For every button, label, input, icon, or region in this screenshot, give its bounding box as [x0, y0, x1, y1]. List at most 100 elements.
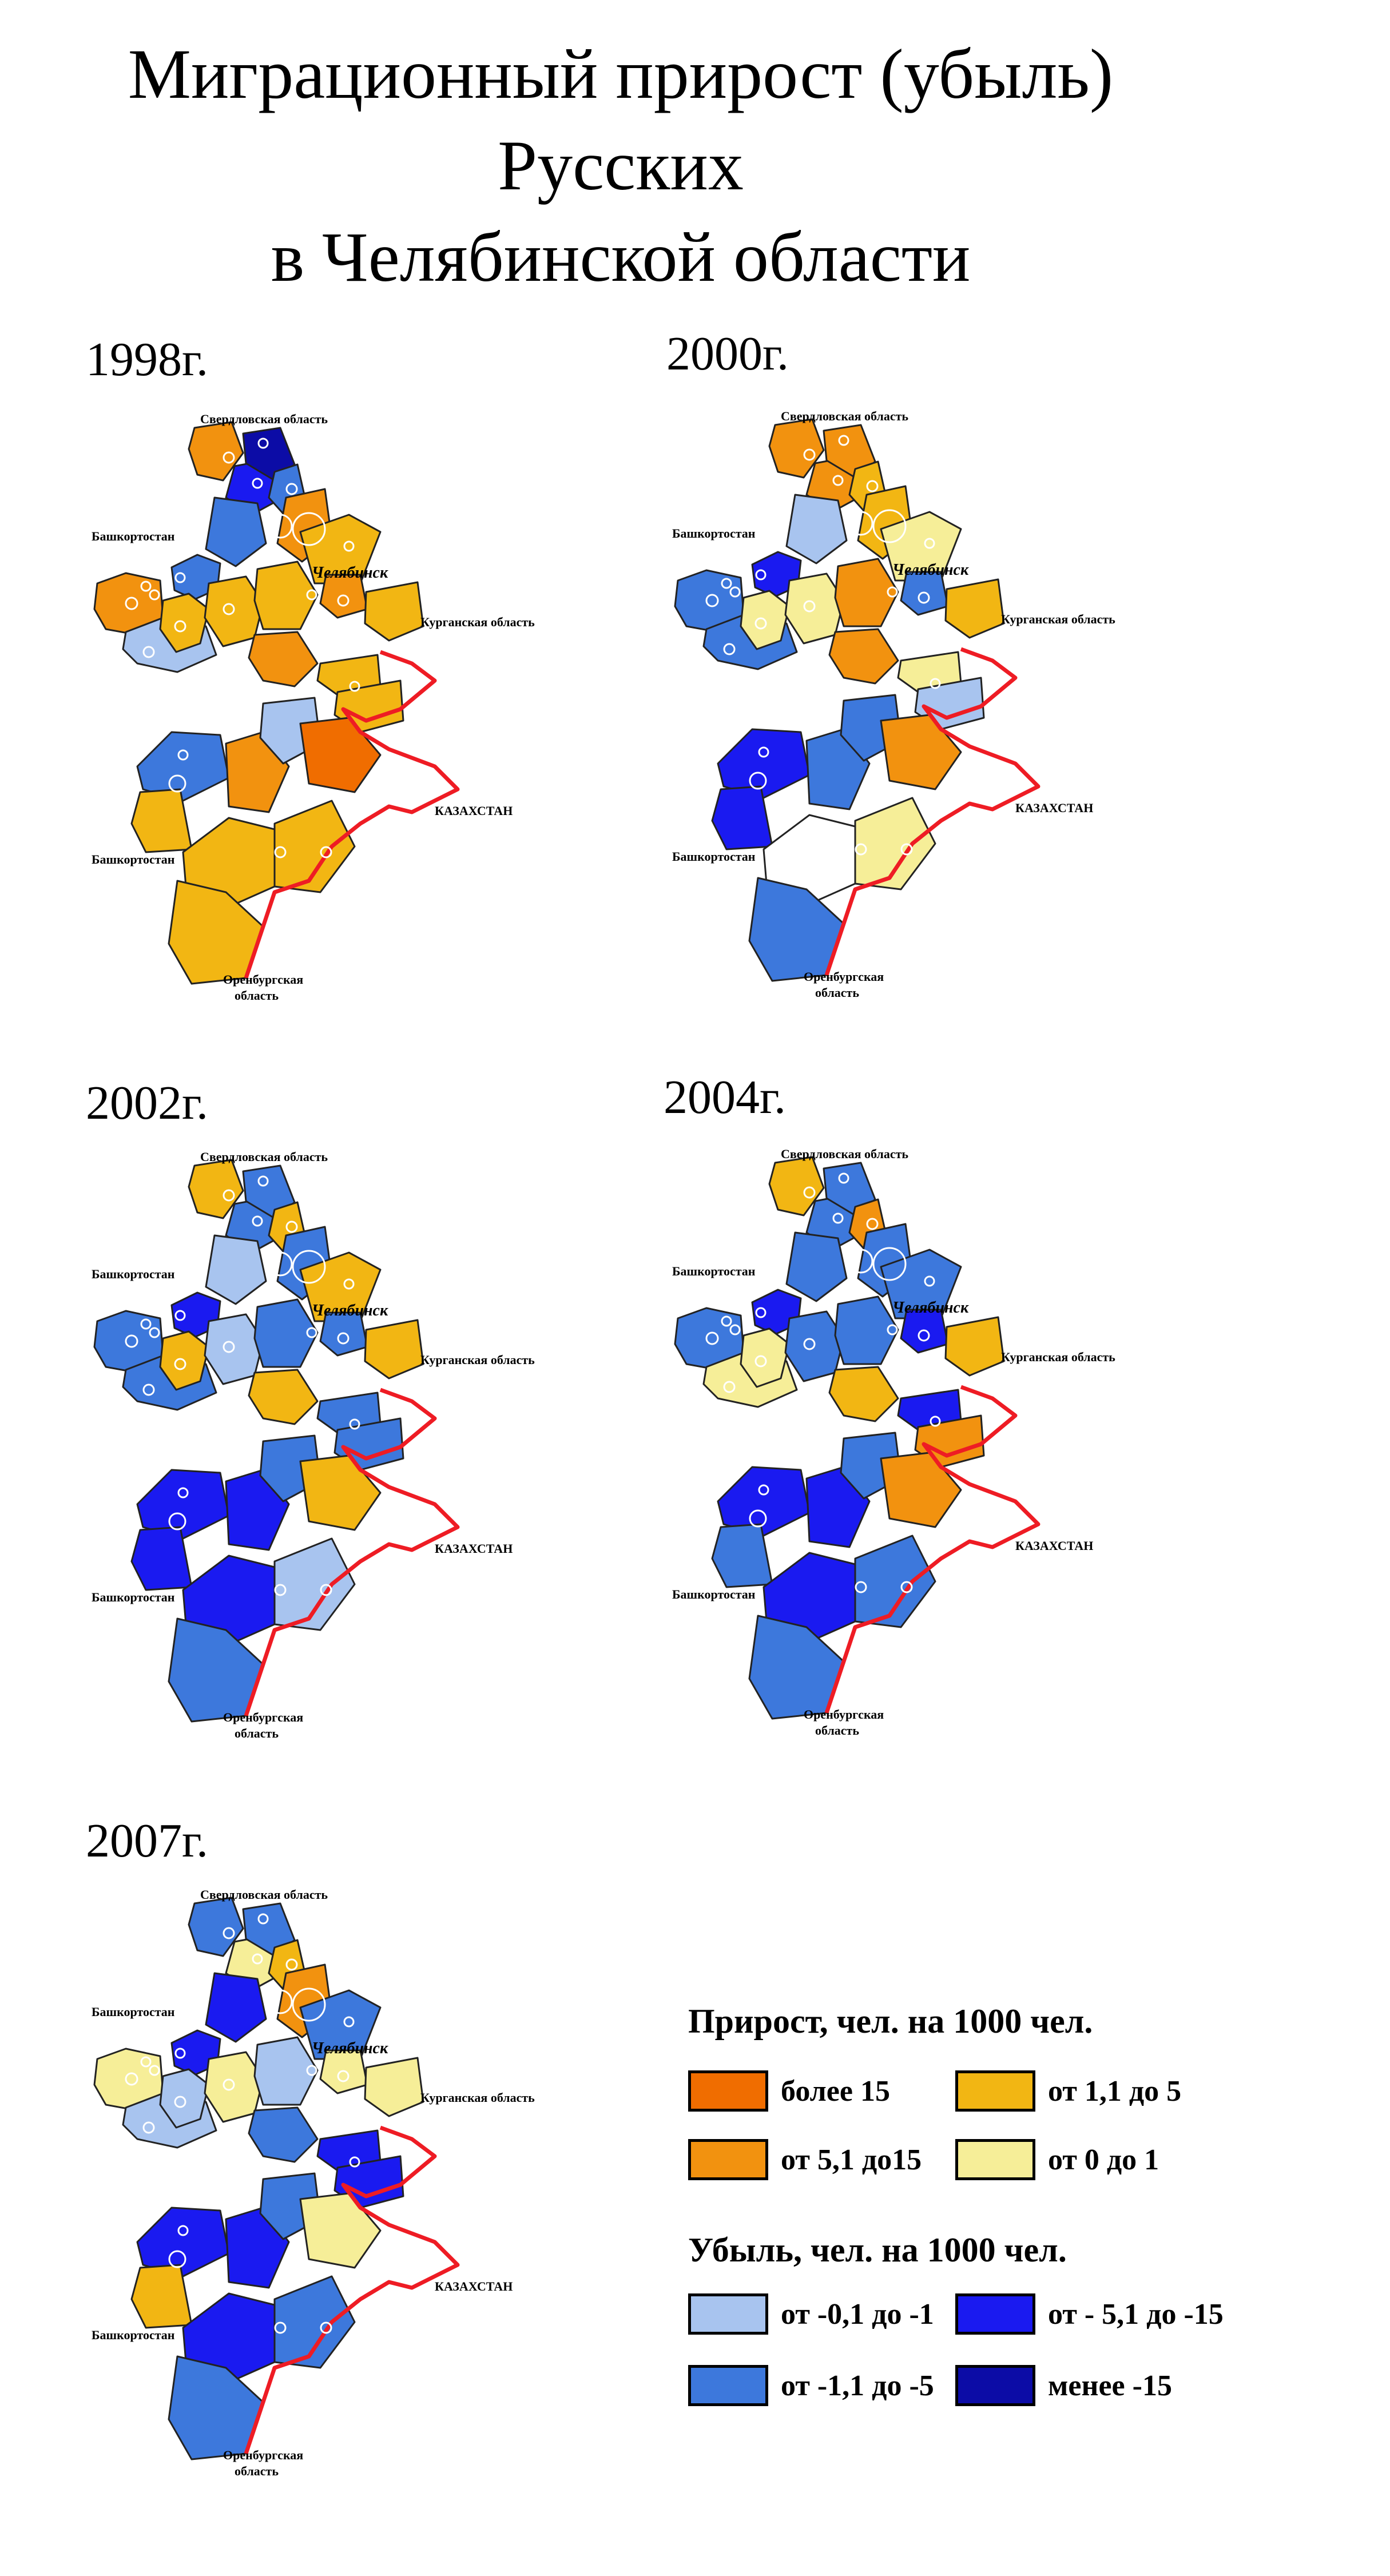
district-region — [834, 558, 899, 627]
district-region — [130, 788, 193, 853]
district-region — [248, 2106, 319, 2163]
settlement-marker — [755, 1307, 767, 1318]
settlement-marker — [343, 540, 355, 552]
settlement-marker — [125, 597, 138, 610]
district-region — [253, 1298, 319, 1368]
label-kazakhstan: КАЗАХСТАН — [435, 1541, 513, 1556]
district-region — [717, 1466, 811, 1537]
settlement-marker — [918, 591, 930, 604]
district-region — [248, 631, 319, 687]
district-region — [273, 2275, 356, 2369]
district-region — [944, 1316, 1005, 1377]
settlement-marker — [274, 2321, 287, 2334]
settlement-marker — [343, 2016, 355, 2028]
label-bashkortostan-north: Башкортостан — [672, 1264, 756, 1278]
district-region — [136, 2207, 230, 2277]
settlement-marker — [723, 1381, 736, 1393]
legend-swatch-g5_15 — [688, 2139, 768, 2180]
year-label-2002: 2002г. — [86, 1076, 208, 1130]
district-region — [299, 1251, 382, 1322]
district-region — [299, 1989, 382, 2060]
settlement-marker — [705, 1331, 719, 1345]
map-2002: Свердловская область Башкортостан Курганск… — [92, 1150, 595, 1744]
district-region — [273, 1537, 356, 1631]
settlement-marker — [900, 1581, 913, 1593]
settlement-marker — [177, 749, 189, 761]
settlement-marker — [177, 2225, 189, 2236]
label-chelyabinsk: Челябинск — [312, 1302, 388, 1319]
settlement-marker — [274, 1584, 287, 1596]
settlement-marker — [174, 572, 186, 583]
label-kurgan: Курганская область — [1001, 1350, 1115, 1364]
settlement-marker — [268, 514, 293, 539]
kazakhstan-border — [244, 650, 460, 979]
district-region — [785, 1231, 848, 1302]
legend-item-more15: более 15 — [688, 2070, 890, 2112]
settlement-marker — [142, 2121, 155, 2134]
settlement-marker — [268, 1989, 293, 2014]
choropleth-svg: Свердловская область Башкортостан Курганск… — [92, 1150, 535, 1740]
settlement-marker — [729, 1324, 741, 1335]
district-region — [834, 1295, 899, 1365]
settlement-marker — [252, 1953, 263, 1965]
map-2000: Свердловская область Башкортостан Курганск… — [672, 409, 1175, 1004]
district-region — [205, 1972, 267, 2043]
settlement-marker — [349, 681, 360, 692]
settlement-marker — [140, 1318, 152, 1330]
map-2004: Свердловская область Башкортостан Курганск… — [672, 1147, 1175, 1742]
settlement-marker — [848, 1249, 873, 1274]
district-region — [273, 800, 356, 893]
settlement-marker — [168, 1512, 186, 1531]
settlement-marker — [223, 2078, 235, 2091]
label-chelyabinsk: Челябинск — [892, 561, 969, 579]
settlement-marker — [142, 1384, 155, 1396]
label-sverdlovsk: Свердловская область — [781, 1147, 908, 1161]
settlement-marker — [174, 2048, 186, 2059]
legend-label-g0_1: от 0 до 1 — [1048, 2143, 1159, 2176]
settlement-marker — [855, 843, 867, 856]
label-bashkortostan-north: Башкортостан — [92, 529, 175, 543]
legend-label-less15: менее -15 — [1048, 2369, 1172, 2402]
district-region — [364, 2057, 424, 2117]
settlement-marker — [872, 1247, 907, 1281]
label-bashkortostan-north: Башкортостан — [92, 2005, 175, 2019]
district-region — [828, 628, 899, 685]
settlement-marker — [803, 600, 816, 613]
legend-item-g1_5: от 1,1 до 5 — [955, 2070, 1181, 2112]
settlement-marker — [930, 1416, 941, 1427]
district-region — [854, 1535, 936, 1628]
district-region — [205, 496, 267, 567]
settlement-marker — [274, 846, 287, 858]
label-orenburg-line1: Оренбургская — [223, 972, 303, 987]
settlement-marker — [223, 1341, 235, 1353]
label-orenburg-line2: область — [235, 1726, 279, 1740]
label-orenburg-line2: область — [235, 2464, 279, 2478]
legend-label-l0_1: от -0,1 до -1 — [781, 2297, 934, 2331]
label-orenburg-line1: Оренбургская — [804, 1707, 884, 1722]
settlement-marker — [349, 2156, 360, 2168]
label-orenburg-line1: Оренбургская — [223, 2448, 303, 2462]
settlement-marker — [174, 1310, 186, 1321]
settlement-marker — [866, 1218, 879, 1230]
label-bashkortostan-south: Башкортостан — [92, 1590, 175, 1604]
map-2007: Свердловская область Башкортостан Курганск… — [92, 1887, 595, 2482]
district-region — [188, 1897, 244, 1957]
settlement-marker — [803, 1338, 816, 1350]
district-region — [299, 1454, 382, 1531]
label-kazakhstan: КАЗАХСТАН — [435, 804, 513, 818]
label-bashkortostan-south: Башкортостан — [92, 852, 175, 866]
settlement-marker — [349, 1418, 360, 1430]
settlement-marker — [754, 617, 767, 630]
legend-swatch-more15 — [688, 2070, 768, 2112]
legend-label-l5_15: от - 5,1 до -15 — [1048, 2297, 1224, 2331]
legend-label-l1_5: от -1,1 до -5 — [781, 2369, 934, 2402]
district-region — [205, 1234, 267, 1305]
settlement-marker — [142, 646, 155, 658]
kazakhstan-border — [824, 647, 1040, 976]
legend-swatch-less15 — [955, 2365, 1035, 2406]
settlement-marker — [723, 643, 736, 655]
settlement-marker — [918, 1329, 930, 1342]
district-region — [364, 581, 424, 642]
district-region — [711, 1523, 773, 1588]
settlement-marker — [924, 538, 935, 549]
